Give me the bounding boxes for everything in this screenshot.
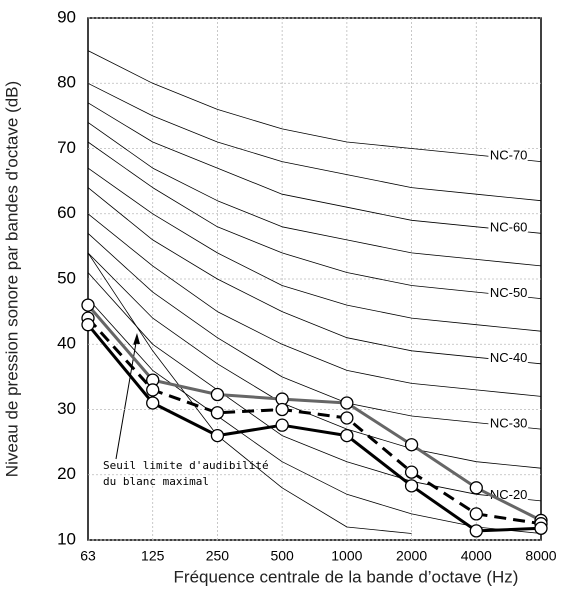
data-point [404, 465, 419, 479]
data-point [469, 481, 483, 495]
data-point [340, 411, 354, 425]
x-tick-label: 63 [80, 548, 96, 564]
measured-line [86, 304, 542, 522]
x-tick-label: 250 [206, 548, 230, 564]
data-point [340, 396, 354, 410]
nc-curve [87, 252, 542, 469]
data-point [81, 298, 95, 312]
data-point [469, 507, 483, 521]
y-tick-label: 30 [57, 399, 76, 418]
x-tick-label: 4000 [461, 548, 492, 564]
measured-line [86, 317, 542, 526]
nc-label: NC-50 [490, 285, 528, 300]
y-tick-label: 90 [57, 7, 76, 26]
annotation-arrow [115, 336, 138, 460]
y-tick-label: 10 [57, 529, 76, 548]
data-point [210, 387, 225, 402]
data-point [81, 318, 95, 332]
data-point [210, 428, 225, 443]
y-tick-label: 40 [57, 334, 76, 353]
nc-curve [87, 187, 542, 365]
nc-curve [87, 272, 542, 502]
data-point [210, 406, 225, 420]
x-tick-label: 500 [270, 548, 294, 564]
data-point [146, 396, 160, 410]
nc-label: NC-70 [490, 148, 528, 163]
x-tick-label: 1000 [331, 548, 362, 564]
x-tick-label: 125 [141, 548, 165, 564]
y-tick-label: 50 [57, 268, 76, 287]
annotation: du blanc maximal [103, 475, 209, 488]
nc-curve [87, 82, 542, 202]
nc-curve [87, 213, 542, 397]
x-axis-title: Fréquence centrale de la bande d’octave … [174, 567, 519, 586]
data-point [404, 479, 419, 493]
nc-label: NC-30 [490, 415, 528, 430]
x-tick-label: 2000 [396, 548, 427, 564]
y-tick-label: 70 [57, 138, 76, 157]
annotation: Seuil limite d'audibilité [103, 459, 269, 472]
data-point [469, 524, 483, 538]
data-point [275, 402, 289, 417]
y-tick-label: 60 [57, 203, 76, 222]
data-point [146, 383, 160, 397]
nc-curve [87, 102, 542, 234]
data-point [275, 418, 289, 432]
y-axis-title: Niveau de pression sonore par bandes d'o… [2, 81, 21, 477]
nc-curve [87, 50, 542, 162]
nc-curve [87, 167, 542, 332]
nc-label: NC-40 [490, 350, 528, 365]
nc-label: NC-60 [490, 220, 528, 235]
measured-line [86, 323, 542, 533]
y-tick-label: 80 [57, 73, 76, 92]
nc-curve [87, 122, 542, 267]
nc-curve [87, 252, 412, 534]
data-point [534, 521, 548, 535]
data-point [340, 428, 354, 443]
y-tick-label: 20 [57, 464, 76, 483]
x-tick-label: 8000 [525, 548, 556, 564]
arrow-head [133, 333, 140, 345]
data-point [404, 438, 419, 452]
nc-curve [87, 233, 542, 430]
nc-label: NC-20 [490, 487, 528, 502]
nc-curve [87, 141, 542, 299]
